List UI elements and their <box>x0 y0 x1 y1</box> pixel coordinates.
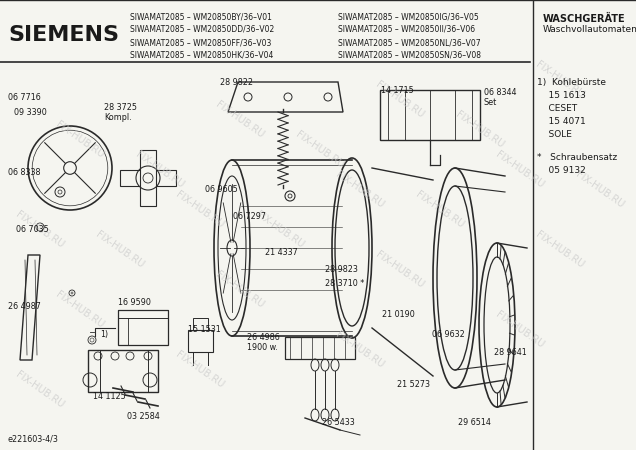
Text: SIWAMAT2085 – WM20850IG/36–V05: SIWAMAT2085 – WM20850IG/36–V05 <box>338 12 479 21</box>
Text: SIWAMAT2085 – WM20850BY/36–V01: SIWAMAT2085 – WM20850BY/36–V01 <box>130 12 272 21</box>
Text: 21 0190: 21 0190 <box>382 310 415 319</box>
Text: FIX-HUB.RU: FIX-HUB.RU <box>174 190 226 230</box>
Text: 09 3390: 09 3390 <box>14 108 47 117</box>
Text: *   Schraubensatz: * Schraubensatz <box>537 153 618 162</box>
Text: SOLE: SOLE <box>537 130 572 139</box>
Bar <box>388 90 472 140</box>
Bar <box>188 330 213 352</box>
Bar <box>285 337 355 359</box>
Text: 28 3710 *: 28 3710 * <box>325 279 364 288</box>
Text: 06 8338: 06 8338 <box>8 168 41 177</box>
Bar <box>118 310 168 345</box>
Text: FIX-HUB.RU: FIX-HUB.RU <box>214 100 266 140</box>
Text: 16 9590: 16 9590 <box>118 298 151 307</box>
Text: FIX-HUB.RU: FIX-HUB.RU <box>534 60 586 100</box>
Text: FIX-HUB.RU: FIX-HUB.RU <box>334 330 386 370</box>
Text: FIX-HUB.RU: FIX-HUB.RU <box>94 230 146 270</box>
Text: 1): 1) <box>100 330 108 339</box>
Text: 03 2584: 03 2584 <box>127 412 160 421</box>
Text: 26 4986
1900 w.: 26 4986 1900 w. <box>247 333 280 352</box>
Text: 26 4987: 26 4987 <box>8 302 41 311</box>
Text: 15 4071: 15 4071 <box>537 117 586 126</box>
Bar <box>193 318 208 330</box>
Text: 14 1715: 14 1715 <box>381 86 414 95</box>
Bar <box>120 170 176 186</box>
Text: FIX-HUB.RU: FIX-HUB.RU <box>54 120 106 160</box>
Text: 06 7297: 06 7297 <box>233 212 266 221</box>
Text: FIX-HUB.RU: FIX-HUB.RU <box>494 310 546 350</box>
Text: 1)  Kohlebürste: 1) Kohlebürste <box>537 78 606 87</box>
Text: SIWAMAT2085 – WM20850II/36–V06: SIWAMAT2085 – WM20850II/36–V06 <box>338 25 475 34</box>
Text: FIX-HUB.RU: FIX-HUB.RU <box>214 270 266 310</box>
Text: 28 9822: 28 9822 <box>220 78 253 87</box>
Text: 06 7716: 06 7716 <box>8 93 41 102</box>
Text: 06 9605: 06 9605 <box>205 185 238 194</box>
Text: 05 9132: 05 9132 <box>537 166 586 175</box>
Text: SIWAMAT2085 – WM20850SN/36–V08: SIWAMAT2085 – WM20850SN/36–V08 <box>338 51 481 60</box>
Text: FIX-HUB.RU: FIX-HUB.RU <box>374 80 426 120</box>
Text: 21 5273: 21 5273 <box>397 380 430 389</box>
Text: 28 9641: 28 9641 <box>494 348 527 357</box>
Text: 06 8344
Set: 06 8344 Set <box>484 88 516 108</box>
Text: FIX-HUB.RU: FIX-HUB.RU <box>494 150 546 190</box>
Text: FIX-HUB.RU: FIX-HUB.RU <box>54 290 106 330</box>
Bar <box>380 90 480 140</box>
Text: SIWAMAT2085 – WM20850HK/36–V04: SIWAMAT2085 – WM20850HK/36–V04 <box>130 51 273 60</box>
Text: 14 1125: 14 1125 <box>93 392 126 401</box>
Text: FIX-HUB.RU: FIX-HUB.RU <box>574 170 626 210</box>
Text: FIX-HUB.RU: FIX-HUB.RU <box>14 370 66 410</box>
Text: SIWAMAT2085 – WM20850FF/36–V03: SIWAMAT2085 – WM20850FF/36–V03 <box>130 38 272 47</box>
Text: 28 9823: 28 9823 <box>325 265 358 274</box>
Text: 28 3725
Kompl.: 28 3725 Kompl. <box>104 103 137 122</box>
Text: FIX-HUB.RU: FIX-HUB.RU <box>334 170 386 210</box>
Text: CESET: CESET <box>537 104 577 113</box>
Text: FIX-HUB.RU: FIX-HUB.RU <box>254 210 306 250</box>
Text: FIX-HUB.RU: FIX-HUB.RU <box>534 230 586 270</box>
Text: SIWAMAT2085 – WM20850NL/36–V07: SIWAMAT2085 – WM20850NL/36–V07 <box>338 38 481 47</box>
Text: FIX-HUB.RU: FIX-HUB.RU <box>454 110 506 150</box>
Text: 29 6514: 29 6514 <box>458 418 491 427</box>
Text: WASCHGERÄTE: WASCHGERÄTE <box>543 14 626 24</box>
Bar <box>100 350 148 392</box>
Text: 26 5433: 26 5433 <box>322 418 355 427</box>
Text: FIX-HUB.RU: FIX-HUB.RU <box>374 250 426 290</box>
Text: Waschvollautomaten: Waschvollautomaten <box>543 25 636 34</box>
Text: 15 1613: 15 1613 <box>537 91 586 100</box>
Text: SIWAMAT2085 – WM20850DD/36–V02: SIWAMAT2085 – WM20850DD/36–V02 <box>130 25 274 34</box>
Text: 21 4337: 21 4337 <box>265 248 298 257</box>
Text: FIX-HUB.RU: FIX-HUB.RU <box>414 190 466 230</box>
Text: 15 1531: 15 1531 <box>188 325 221 334</box>
Bar <box>88 350 158 392</box>
Text: FIX-HUB.RU: FIX-HUB.RU <box>14 210 66 250</box>
Text: SIEMENS: SIEMENS <box>8 25 119 45</box>
Text: e221603-4/3: e221603-4/3 <box>8 435 59 444</box>
Bar <box>118 310 168 318</box>
Bar <box>140 150 156 206</box>
Text: FIX-HUB.RU: FIX-HUB.RU <box>134 150 186 190</box>
Text: 06 7035: 06 7035 <box>16 225 49 234</box>
Text: FIX-HUB.RU: FIX-HUB.RU <box>294 130 346 170</box>
Text: FIX-HUB.RU: FIX-HUB.RU <box>174 350 226 390</box>
Text: 06 9632: 06 9632 <box>432 330 465 339</box>
